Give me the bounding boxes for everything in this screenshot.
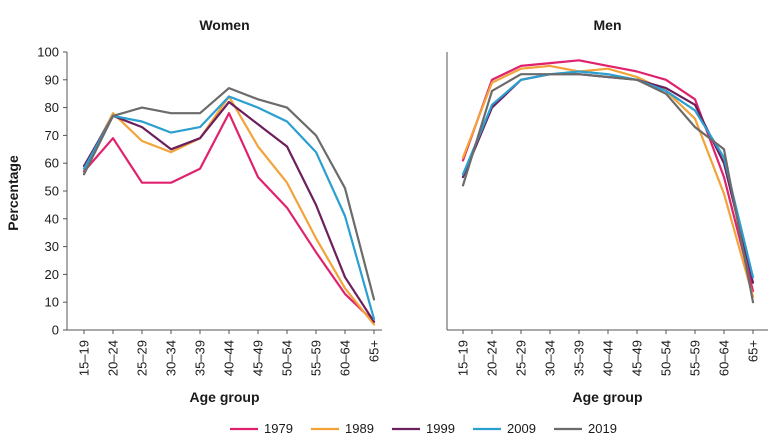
x-tick-label: 30–34 bbox=[543, 340, 558, 376]
x-tick-label: 55–59 bbox=[688, 340, 703, 376]
legend-label: 2009 bbox=[507, 421, 536, 436]
series-line-2019 bbox=[461, 73, 755, 304]
legend-label: 1979 bbox=[264, 421, 293, 436]
y-tick-label: 100 bbox=[37, 45, 59, 60]
legend-item: 2019 bbox=[554, 421, 617, 436]
x-axis-title: Age group bbox=[573, 389, 643, 405]
x-tick-label: 15–19 bbox=[77, 340, 92, 376]
legend-item: 1979 bbox=[230, 421, 293, 436]
x-tick-label: 30–34 bbox=[164, 340, 179, 376]
legend-label: 2019 bbox=[588, 421, 617, 436]
y-tick-label: 30 bbox=[45, 239, 59, 254]
x-tick-label: 35–39 bbox=[193, 340, 208, 376]
legend-item: 1999 bbox=[392, 421, 455, 436]
legend: 1979 1989 1999 2009 2019 bbox=[230, 421, 617, 436]
x-tick-label: 50–54 bbox=[280, 340, 295, 376]
y-tick-label: 60 bbox=[45, 156, 59, 171]
chart-panel-0: Women 0 10 20 30 40 50 60 70 80 90 100 15–19 20–24 25–… bbox=[5, 17, 382, 405]
legend-label: 1999 bbox=[426, 421, 455, 436]
series-line-2019 bbox=[82, 86, 376, 301]
series-line-1989 bbox=[82, 95, 376, 326]
x-axis-title: Age group bbox=[190, 389, 260, 405]
x-tick-label: 40–44 bbox=[601, 340, 616, 376]
legend-item: 1989 bbox=[311, 421, 374, 436]
y-tick-label: 40 bbox=[45, 211, 59, 226]
legend-label: 1989 bbox=[345, 421, 374, 436]
series-line-2009 bbox=[461, 70, 755, 279]
y-axis-title: Percentage bbox=[5, 155, 21, 231]
series-line-1999 bbox=[82, 100, 376, 323]
y-tick-label: 0 bbox=[52, 323, 59, 338]
x-tick-label: 45–49 bbox=[251, 340, 266, 376]
series-line-1999 bbox=[461, 73, 755, 284]
x-tick-label: 15–19 bbox=[456, 340, 471, 376]
y-tick-label: 80 bbox=[45, 100, 59, 115]
x-tick-label: 45–49 bbox=[630, 340, 645, 376]
x-tick-label: 50–54 bbox=[659, 340, 674, 376]
series-line-1979 bbox=[82, 112, 376, 323]
y-tick-label: 90 bbox=[45, 72, 59, 87]
x-tick-label: 20–24 bbox=[106, 340, 121, 376]
x-tick-label: 25–29 bbox=[514, 340, 529, 376]
x-tick-label: 65+ bbox=[367, 340, 382, 362]
x-tick-label: 40–44 bbox=[222, 340, 237, 376]
chart-panel-1: Men 15–19 20–24 25–29 30–34 35–39 40–44 45–49 50… bbox=[446, 17, 768, 405]
x-tick-label: 25–29 bbox=[135, 340, 150, 376]
x-tick-label: 65+ bbox=[746, 340, 761, 362]
panel-title: Women bbox=[199, 17, 249, 33]
legend-item: 2009 bbox=[473, 421, 536, 436]
y-tick-label: 70 bbox=[45, 128, 59, 143]
x-tick-label: 55–59 bbox=[309, 340, 324, 376]
y-tick-label: 50 bbox=[45, 184, 59, 199]
panel-title: Men bbox=[594, 17, 622, 33]
x-tick-label: 60–64 bbox=[338, 340, 353, 376]
y-tick-label: 10 bbox=[45, 295, 59, 310]
y-tick-label: 20 bbox=[45, 267, 59, 282]
x-tick-label: 60–64 bbox=[717, 340, 732, 376]
series-line-2009 bbox=[82, 95, 376, 320]
series-line-1989 bbox=[461, 64, 755, 298]
x-tick-label: 20–24 bbox=[485, 340, 500, 376]
x-tick-label: 35–39 bbox=[572, 340, 587, 376]
